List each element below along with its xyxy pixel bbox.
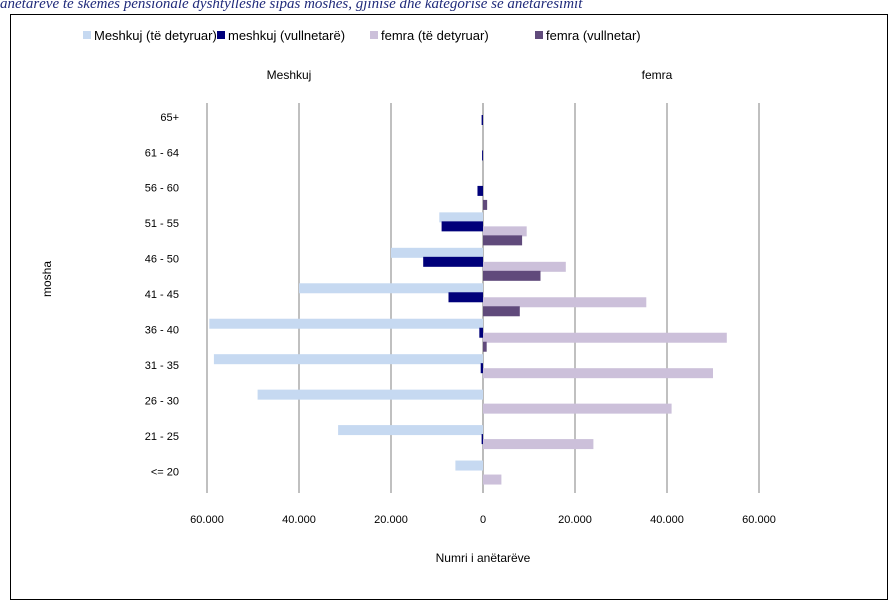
figure-caption: anëtarëve të skemës pensionale dyshtyllë… (0, 0, 891, 14)
bar-3 (483, 475, 501, 485)
y-tick-label: 26 - 30 (145, 395, 179, 407)
bar-3 (483, 226, 527, 236)
bar-4 (483, 306, 520, 316)
legend-swatch (535, 31, 543, 39)
chart-frame: Meshkuj (të detyruar) meshkuj (vullnetarë… (10, 14, 888, 600)
bar-2 (482, 150, 483, 160)
legend-swatch (217, 31, 225, 39)
bar-1 (455, 461, 483, 471)
legend: Meshkuj (të detyruar) meshkuj (vullnetarë… (83, 28, 641, 43)
right-side-label: femra (642, 68, 673, 82)
y-tick-label: 65+ (160, 112, 179, 124)
y-tick-label: 31 - 35 (145, 360, 179, 372)
bar-2 (481, 363, 483, 373)
x-tick-label: 40.000 (282, 514, 316, 526)
y-tick-label: 36 - 40 (145, 325, 179, 337)
bar-4 (483, 235, 522, 245)
x-tick-label: 0 (480, 514, 486, 526)
bar-3 (483, 333, 727, 343)
bar-1 (439, 212, 483, 222)
y-tick-label: 46 - 50 (145, 254, 179, 266)
bar-2 (482, 434, 483, 444)
bar-3 (483, 439, 593, 449)
population-pyramid-chart: Meshkuj (të detyruar) meshkuj (vullnetarë… (11, 15, 889, 601)
legend-label: femra (vullnetar) (546, 28, 641, 43)
y-tick-label: 61 - 64 (145, 147, 179, 159)
bar-1 (338, 425, 483, 435)
legend-swatch (370, 31, 378, 39)
bars (209, 115, 727, 485)
legend-label: femra (të detyruar) (381, 28, 489, 43)
bar-3 (483, 368, 713, 378)
y-axis-title: mosha (40, 261, 54, 297)
bar-1 (391, 248, 483, 258)
bar-2 (442, 221, 483, 231)
y-tick-label: 51 - 55 (145, 218, 179, 230)
bar-1 (299, 283, 483, 293)
y-tick-label: <= 20 (151, 466, 179, 478)
y-tick-label: 21 - 25 (145, 431, 179, 443)
x-tick-label: 60.000 (742, 514, 776, 526)
bar-2 (423, 257, 483, 267)
x-tick-label: 40.000 (650, 514, 684, 526)
x-axis-title: Numri i anëtarëve (436, 551, 531, 565)
x-tick-label: 60.000 (190, 514, 224, 526)
bar-4 (483, 200, 487, 210)
bar-1 (209, 319, 483, 329)
legend-label: meshkuj (vullnetarë) (228, 28, 345, 43)
bar-3 (483, 262, 566, 272)
x-tick-labels: 60.000 40.000 20.000 0 20.000 40.000 60.000 (190, 514, 776, 526)
bar-3 (483, 297, 646, 307)
x-tick-label: 20.000 (558, 514, 592, 526)
bar-2 (477, 186, 483, 196)
bar-2 (449, 292, 484, 302)
bar-1 (214, 354, 483, 364)
x-tick-label: 20.000 (374, 514, 408, 526)
bar-4 (483, 342, 487, 352)
y-tick-label: 41 - 45 (145, 289, 179, 301)
left-side-label: Meshkuj (267, 68, 312, 82)
bar-1 (258, 390, 483, 400)
legend-swatch (83, 31, 91, 39)
y-tick-label: 56 - 60 (145, 183, 179, 195)
bar-2 (482, 115, 483, 125)
bar-4 (483, 271, 541, 281)
legend-label: Meshkuj (të detyruar) (94, 28, 217, 43)
bar-3 (483, 404, 672, 414)
bar-2 (479, 328, 483, 338)
y-tick-labels: <= 20 21 - 25 26 - 30 31 - 35 36 - 40 41 - 45… (145, 112, 179, 479)
